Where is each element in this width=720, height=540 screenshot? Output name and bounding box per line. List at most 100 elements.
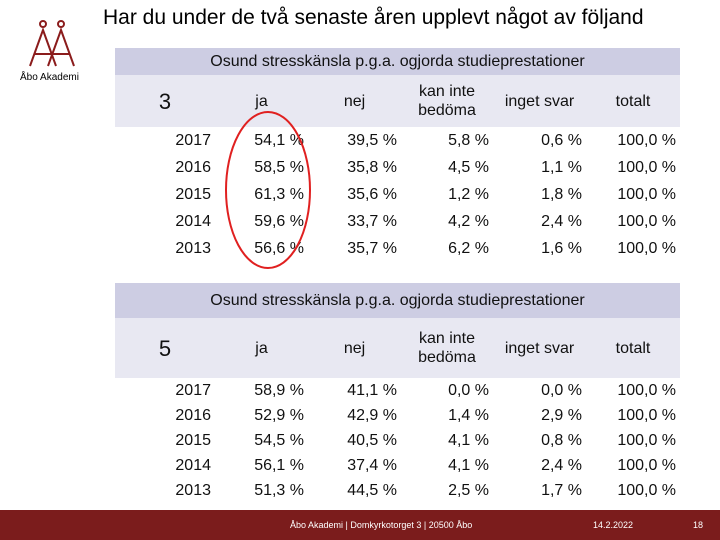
data-table: Osund stresskänsla p.g.a. ogjorda studie… xyxy=(115,48,681,262)
cell-value: 56,6 % xyxy=(254,239,304,257)
column-header: nej xyxy=(308,318,401,378)
cell-value: 4,2 % xyxy=(448,212,489,230)
cell-value: 2,4 % xyxy=(541,456,582,474)
cell-value: 100,0 % xyxy=(617,406,677,424)
cell-value: 44,5 % xyxy=(347,481,397,499)
row-year: 2017 xyxy=(175,131,211,149)
row-year: 2015 xyxy=(175,431,211,449)
highlight-ellipse xyxy=(225,111,311,269)
header-row: 3 ja nej kan inte bedöma inget svar totalt xyxy=(115,75,681,127)
cell-value: 51,3 % xyxy=(254,481,304,499)
cell-value: 35,8 % xyxy=(347,158,397,176)
data-row: 2015 54,5 % 40,5 % 4,1 % 0,8 % 100,0 % xyxy=(115,428,680,453)
data-row: 2013 56,6 % 35,7 % 6,2 % 1,6 % 100,0 % xyxy=(115,235,680,262)
cell-value: 1,7 % xyxy=(541,481,582,499)
data-row: 2017 54,1 % 39,5 % 5,8 % 0,6 % 100,0 % xyxy=(115,127,680,154)
cell-value: 4,1 % xyxy=(448,431,489,449)
cell-value: 41,1 % xyxy=(347,381,397,399)
cell-value: 100,0 % xyxy=(617,212,677,230)
cell-value: 58,9 % xyxy=(254,381,304,399)
data-row: 2015 61,3 % 35,6 % 1,2 % 1,8 % 100,0 % xyxy=(115,181,680,208)
cell-value: 100,0 % xyxy=(617,185,677,203)
cell-value: 0,0 % xyxy=(541,381,582,399)
column-header: inget svar xyxy=(493,75,586,127)
cell-value: 40,5 % xyxy=(347,431,397,449)
cell-value: 5,8 % xyxy=(448,131,489,149)
cell-value: 100,0 % xyxy=(617,381,677,399)
row-year: 2014 xyxy=(175,212,211,230)
column-header: totalt xyxy=(586,75,681,127)
logo-text: Åbo Akademi xyxy=(20,72,79,83)
cell-value: 1,2 % xyxy=(448,185,489,203)
data-row: 2017 58,9 % 41,1 % 0,0 % 0,0 % 100,0 % xyxy=(115,378,680,403)
cell-value: 1,1 % xyxy=(541,158,582,176)
slide-title: Har du under de två senaste åren upplevt… xyxy=(103,6,644,29)
cell-value: 61,3 % xyxy=(254,185,304,203)
cell-value: 2,4 % xyxy=(541,212,582,230)
row-year: 2015 xyxy=(175,185,211,203)
data-row: 2014 56,1 % 37,4 % 4,1 % 2,4 % 100,0 % xyxy=(115,453,680,478)
row-year: 2013 xyxy=(175,481,211,499)
data-row: 2016 52,9 % 42,9 % 1,4 % 2,9 % 100,0 % xyxy=(115,403,680,428)
data-row: 2014 59,6 % 33,7 % 4,2 % 2,4 % 100,0 % xyxy=(115,208,680,235)
cell-value: 54,5 % xyxy=(254,431,304,449)
cell-value: 0,6 % xyxy=(541,131,582,149)
column-header: ja xyxy=(215,318,308,378)
cell-value: 4,1 % xyxy=(448,456,489,474)
cell-value: 2,5 % xyxy=(448,481,489,499)
table-caption: Osund stresskänsla p.g.a. ogjorda studie… xyxy=(115,283,681,318)
cell-value: 100,0 % xyxy=(617,158,677,176)
column-header: ja xyxy=(215,75,308,127)
row-year: 2014 xyxy=(175,456,211,474)
data-table: Osund stresskänsla p.g.a. ogjorda studie… xyxy=(115,283,681,503)
logo-mark xyxy=(29,20,75,67)
footer-page: 18 xyxy=(693,520,704,530)
header-row: 5 ja nej kan inte bedöma inget svar totalt xyxy=(115,318,681,378)
footer-date: 14.2.2022 xyxy=(593,520,634,530)
caption-row: Osund stresskänsla p.g.a. ogjorda studie… xyxy=(115,283,681,318)
column-header: totalt xyxy=(586,318,681,378)
corner-number: 5 xyxy=(115,318,215,378)
column-header: nej xyxy=(308,75,401,127)
cell-value: 0,8 % xyxy=(541,431,582,449)
cell-value: 39,5 % xyxy=(347,131,397,149)
row-year: 2013 xyxy=(175,239,211,257)
cell-value: 6,2 % xyxy=(448,239,489,257)
cell-value: 42,9 % xyxy=(347,406,397,424)
cell-value: 54,1 % xyxy=(254,131,304,149)
cell-value: 37,4 % xyxy=(347,456,397,474)
data-row: 2013 51,3 % 44,5 % 2,5 % 1,7 % 100,0 % xyxy=(115,478,680,503)
column-header: inget svar xyxy=(493,318,586,378)
footer-address: Åbo Akademi | Domkyrkotorget 3 | 20500 Å… xyxy=(290,520,473,530)
cell-value: 4,5 % xyxy=(448,158,489,176)
cell-value: 100,0 % xyxy=(617,431,677,449)
cell-value: 1,6 % xyxy=(541,239,582,257)
corner-number: 3 xyxy=(115,75,215,127)
row-year: 2016 xyxy=(175,158,211,176)
cell-value: 59,6 % xyxy=(254,212,304,230)
caption-row: Osund stresskänsla p.g.a. ogjorda studie… xyxy=(115,48,681,75)
cell-value: 0,0 % xyxy=(448,381,489,399)
cell-value: 56,1 % xyxy=(254,456,304,474)
cell-value: 100,0 % xyxy=(617,239,677,257)
row-year: 2017 xyxy=(175,381,211,399)
column-header: kan inte bedöma xyxy=(401,75,493,127)
cell-value: 100,0 % xyxy=(617,131,677,149)
cell-value: 100,0 % xyxy=(617,456,677,474)
cell-value: 1,4 % xyxy=(448,406,489,424)
cell-value: 58,5 % xyxy=(254,158,304,176)
column-header: kan inte bedöma xyxy=(401,318,493,378)
cell-value: 1,8 % xyxy=(541,185,582,203)
table-caption: Osund stresskänsla p.g.a. ogjorda studie… xyxy=(115,48,681,75)
cell-value: 35,6 % xyxy=(347,185,397,203)
row-year: 2016 xyxy=(175,406,211,424)
cell-value: 2,9 % xyxy=(541,406,582,424)
cell-value: 52,9 % xyxy=(254,406,304,424)
footer-band xyxy=(0,510,720,540)
cell-value: 33,7 % xyxy=(347,212,397,230)
data-row: 2016 58,5 % 35,8 % 4,5 % 1,1 % 100,0 % xyxy=(115,154,680,181)
cell-value: 100,0 % xyxy=(617,481,677,499)
cell-value: 35,7 % xyxy=(347,239,397,257)
